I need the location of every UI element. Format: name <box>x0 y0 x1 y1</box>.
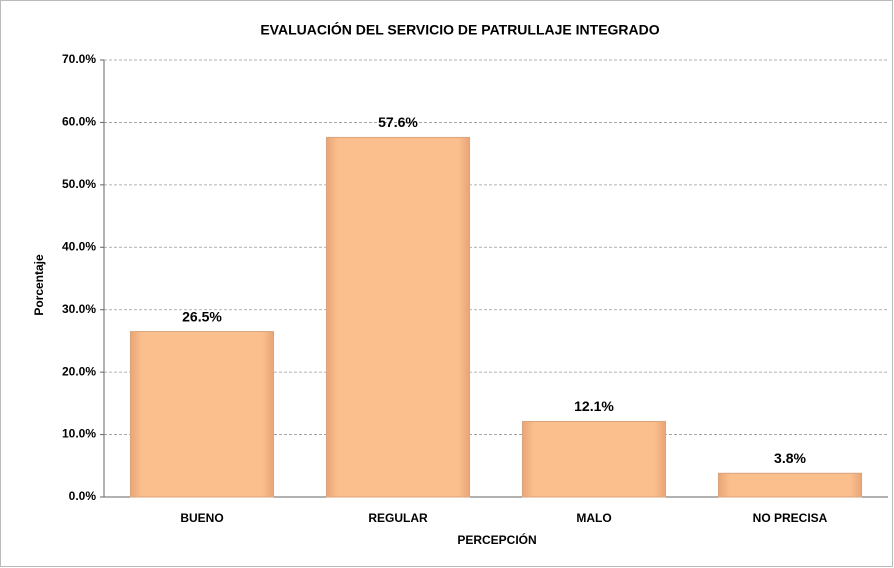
data-label: 26.5% <box>182 308 222 324</box>
data-label: 12.1% <box>574 398 614 414</box>
x-tick-label: MALO <box>576 511 611 525</box>
x-tick-label: BUENO <box>180 511 223 525</box>
data-label: 57.6% <box>378 114 418 130</box>
bar <box>717 472 863 498</box>
y-tick-label: 50.0% <box>62 177 96 191</box>
y-axis-label: Porcentaje <box>32 254 46 316</box>
y-tick-label: 20.0% <box>62 364 96 378</box>
x-tick-label: NO PRECISA <box>753 511 828 525</box>
x-tick-label: REGULAR <box>368 511 428 525</box>
y-tick-label: 10.0% <box>62 427 96 441</box>
x-axis-label: PERCEPCIÓN <box>457 532 536 547</box>
chart-title: EVALUACIÓN DEL SERVICIO DE PATRULLAJE IN… <box>260 21 659 38</box>
bar <box>325 136 471 498</box>
bar <box>129 331 275 498</box>
data-label: 3.8% <box>774 450 806 466</box>
y-tick-label: 30.0% <box>62 302 96 316</box>
y-tick-label: 60.0% <box>62 115 96 129</box>
bar <box>521 420 667 498</box>
y-tick-label: 0.0% <box>69 489 97 503</box>
y-tick-label: 70.0% <box>62 52 96 66</box>
y-tick-label: 40.0% <box>62 239 96 253</box>
